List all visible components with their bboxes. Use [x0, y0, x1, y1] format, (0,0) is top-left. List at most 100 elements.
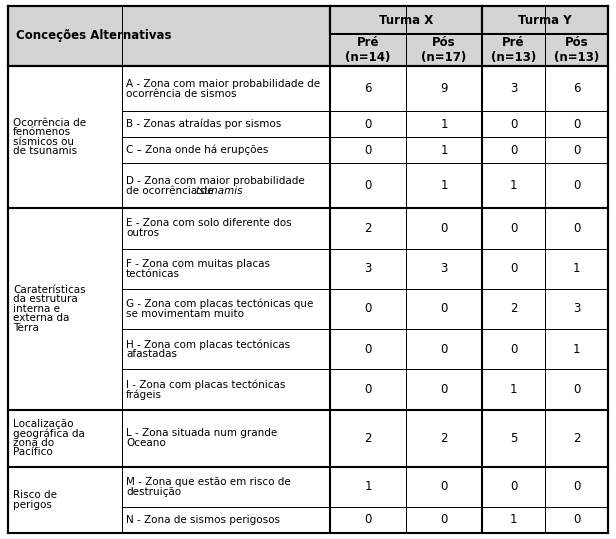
Text: 3: 3: [364, 262, 371, 275]
Bar: [330, 34, 406, 66]
Bar: [545, 163, 608, 208]
Bar: [406, 163, 482, 208]
Bar: [482, 34, 545, 66]
Bar: [406, 369, 482, 410]
Text: geográfica da: geográfica da: [13, 428, 85, 439]
Text: 0: 0: [440, 514, 448, 527]
Text: de tsunamis: de tsunamis: [13, 147, 77, 156]
Bar: [406, 410, 482, 467]
Text: externa da: externa da: [13, 314, 70, 323]
Text: 1: 1: [440, 118, 448, 130]
Text: se movimentam muito: se movimentam muito: [126, 309, 244, 319]
Text: Pós
(n=13): Pós (n=13): [554, 36, 599, 64]
Bar: [330, 369, 406, 410]
Text: 3: 3: [510, 82, 517, 95]
Bar: [8, 66, 122, 208]
Bar: [330, 289, 406, 329]
Text: 2: 2: [364, 222, 371, 235]
Text: 0: 0: [440, 302, 448, 315]
Text: 6: 6: [573, 82, 580, 95]
Bar: [545, 248, 608, 289]
Text: zona do: zona do: [13, 438, 54, 448]
Bar: [545, 208, 608, 248]
Text: Terra: Terra: [13, 323, 39, 333]
Text: 0: 0: [364, 179, 371, 192]
Text: 0: 0: [573, 179, 580, 192]
Text: 1: 1: [440, 144, 448, 157]
Text: perigos: perigos: [13, 500, 52, 509]
Bar: [406, 111, 482, 137]
Text: 2: 2: [510, 302, 517, 315]
Bar: [545, 111, 608, 137]
Bar: [482, 111, 545, 137]
Text: destruição: destruição: [126, 487, 181, 497]
Bar: [330, 507, 406, 533]
Text: 6: 6: [364, 82, 371, 95]
Bar: [545, 369, 608, 410]
Text: 0: 0: [364, 343, 371, 356]
Text: tsunamis: tsunamis: [195, 186, 242, 196]
Text: 0: 0: [573, 514, 580, 527]
Text: N - Zona de sismos perigosos: N - Zona de sismos perigosos: [126, 515, 280, 525]
Text: B - Zonas atraídas por sismos: B - Zonas atraídas por sismos: [126, 119, 282, 129]
Text: Localização: Localização: [13, 419, 73, 429]
Text: 2: 2: [573, 432, 580, 445]
Bar: [545, 137, 608, 163]
Text: 0: 0: [573, 118, 580, 130]
Text: 0: 0: [510, 222, 517, 235]
Text: 0: 0: [364, 144, 371, 157]
Text: afastadas: afastadas: [126, 349, 177, 360]
Text: 0: 0: [440, 383, 448, 396]
Bar: [545, 329, 608, 369]
Bar: [545, 410, 608, 467]
Bar: [482, 467, 545, 507]
Text: H - Zona com placas tectónicas: H - Zona com placas tectónicas: [126, 339, 290, 349]
Bar: [406, 329, 482, 369]
Bar: [122, 137, 330, 163]
Text: E - Zona com solo diferente dos: E - Zona com solo diferente dos: [126, 218, 291, 229]
Bar: [330, 137, 406, 163]
Text: 2: 2: [440, 432, 448, 445]
Text: Caraterísticas: Caraterísticas: [13, 285, 86, 295]
Bar: [482, 507, 545, 533]
Bar: [122, 467, 330, 507]
Text: 0: 0: [440, 480, 448, 493]
Bar: [482, 163, 545, 208]
Text: Pós
(n=17): Pós (n=17): [421, 36, 467, 64]
Text: 0: 0: [510, 144, 517, 157]
Text: Pré
(n=13): Pré (n=13): [491, 36, 536, 64]
Bar: [122, 410, 330, 467]
Text: 9: 9: [440, 82, 448, 95]
Bar: [545, 66, 608, 111]
Text: 1: 1: [440, 179, 448, 192]
Text: 5: 5: [510, 432, 517, 445]
Bar: [8, 6, 330, 66]
Text: 0: 0: [364, 383, 371, 396]
Text: 1: 1: [510, 514, 517, 527]
Bar: [330, 66, 406, 111]
Bar: [406, 289, 482, 329]
Text: fenómenos: fenómenos: [13, 127, 71, 137]
Text: 0: 0: [364, 514, 371, 527]
Bar: [482, 66, 545, 111]
Text: 1: 1: [510, 383, 517, 396]
Text: 0: 0: [573, 383, 580, 396]
Bar: [482, 369, 545, 410]
Bar: [122, 66, 330, 111]
Text: 0: 0: [364, 302, 371, 315]
Text: 1: 1: [573, 262, 580, 275]
Bar: [8, 208, 122, 410]
Bar: [8, 410, 122, 467]
Text: ocorrência de sismos: ocorrência de sismos: [126, 88, 237, 99]
Bar: [122, 369, 330, 410]
Text: L - Zona situada num grande: L - Zona situada num grande: [126, 428, 277, 438]
Bar: [330, 467, 406, 507]
Text: Turma Y: Turma Y: [518, 13, 572, 26]
Text: 0: 0: [573, 222, 580, 235]
Text: tectónicas: tectónicas: [126, 268, 180, 279]
Bar: [482, 329, 545, 369]
Bar: [330, 208, 406, 248]
Bar: [330, 163, 406, 208]
Bar: [330, 248, 406, 289]
Text: 0: 0: [440, 222, 448, 235]
